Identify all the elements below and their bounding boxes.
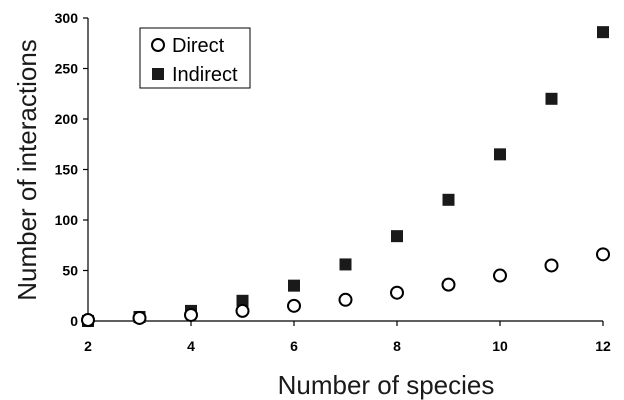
x-tick-label: 6 — [290, 338, 298, 354]
indirect-point — [288, 279, 300, 292]
indirect-point — [339, 258, 352, 271]
x-tick-label: 12 — [595, 338, 611, 354]
direct-point — [441, 277, 456, 292]
y-tick-label: 150 — [55, 162, 79, 178]
direct-point — [390, 285, 404, 300]
y-axis-title: Number of interactions — [12, 39, 42, 301]
direct-point — [544, 258, 559, 273]
legend: Direct Indirect — [139, 27, 251, 89]
indirect-point — [545, 92, 558, 105]
y-tick-label: 200 — [55, 111, 79, 127]
data-points — [81, 26, 610, 327]
direct-point — [493, 268, 507, 283]
y-tick-label: 250 — [55, 61, 79, 77]
direct-point — [338, 292, 353, 307]
direct-point — [132, 310, 147, 325]
y-tick-label: 300 — [55, 10, 79, 26]
y-tick-label: 50 — [62, 263, 78, 279]
indirect-point — [442, 193, 455, 206]
x-tick-label: 8 — [393, 338, 401, 354]
y-tick-label: 0 — [70, 313, 78, 329]
direct-point — [235, 303, 250, 318]
x-tick-label: 4 — [187, 338, 195, 354]
x-tick-label: 2 — [84, 338, 92, 354]
legend-marker-indirect — [152, 68, 164, 80]
indirect-point — [597, 26, 609, 39]
direct-point — [596, 247, 610, 262]
direct-point — [287, 298, 301, 313]
direct-point — [184, 307, 198, 322]
x-axis-title: Number of species — [278, 370, 495, 400]
x-tick-label: 10 — [492, 338, 508, 354]
indirect-point — [494, 148, 506, 161]
y-tick-label: 100 — [55, 212, 79, 228]
legend-label-indirect: Indirect — [172, 64, 238, 86]
indirect-point — [236, 294, 249, 307]
legend-label-direct: Direct — [172, 35, 225, 57]
direct-point — [81, 312, 95, 327]
legend-marker-direct — [151, 38, 165, 52]
indirect-point — [391, 230, 403, 243]
axes: 0 50 100 150 200 250 300 2 4 6 8 10 12 — [55, 10, 611, 354]
